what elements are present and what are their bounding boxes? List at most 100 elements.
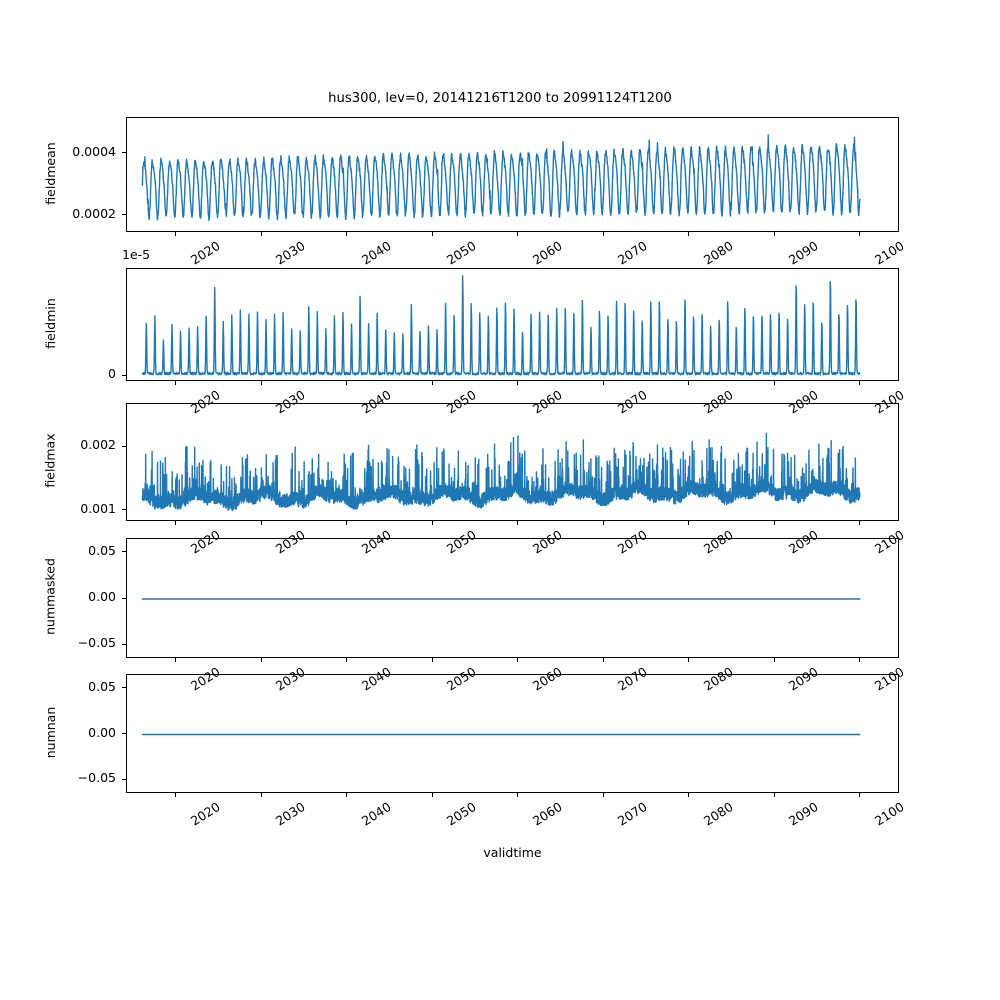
y-tickmark-numnan-1 [121, 733, 126, 735]
x-ticklabel-numnan-0: 2020 [187, 799, 223, 829]
x-tickmark-fieldmean-5 [602, 232, 604, 237]
y-tickmark-nummasked-1 [121, 597, 126, 599]
data-line-fieldmin [141, 275, 861, 376]
x-tickmark-fieldmin-1 [260, 381, 262, 386]
x-tickmark-fieldmax-5 [602, 521, 604, 526]
plot-panel-fieldmax [126, 403, 899, 521]
x-tickmark-fieldmean-1 [260, 232, 262, 237]
y-offset-text-fieldmin: 1e-5 [122, 247, 151, 262]
x-tickmark-fieldmean-8 [859, 232, 861, 237]
series-fieldmin [141, 275, 861, 376]
y-tickmark-fieldmax-0 [121, 509, 126, 511]
x-tickmark-fieldmin-8 [859, 381, 861, 386]
y-ticklabel-fieldmean-0: 0.0002 [72, 205, 116, 221]
x-ticklabel-numnan-5: 2070 [614, 799, 650, 829]
x-tickmark-nummasked-7 [773, 658, 775, 663]
y-tickmark-fieldmax-1 [121, 445, 126, 447]
y-ticklabel-numnan-1: 0.00 [88, 724, 116, 740]
x-tickmark-numnan-4 [517, 793, 519, 798]
x-ticklabel-numnan-6: 2080 [700, 799, 736, 829]
y-tickmark-fieldmean-0 [121, 214, 126, 216]
x-tickmark-nummasked-3 [431, 658, 433, 663]
y-ticklabel-fieldmax-1: 0.002 [80, 437, 116, 453]
x-tickmark-fieldmax-7 [773, 521, 775, 526]
x-tickmark-numnan-6 [688, 793, 690, 798]
x-tickmark-fieldmin-7 [773, 381, 775, 386]
x-ticklabel-fieldmean-1: 2030 [272, 238, 308, 268]
x-tickmark-numnan-3 [431, 793, 433, 798]
figure-title: hus300, lev=0, 20141216T1200 to 20991124… [328, 91, 672, 106]
x-ticklabel-numnan-8: 2100 [871, 799, 907, 829]
x-tickmark-fieldmin-6 [688, 381, 690, 386]
y-axis-label-fieldmin: fieldmin [42, 297, 58, 349]
plot-panel-nummasked [126, 538, 899, 658]
x-tickmark-fieldmin-4 [517, 381, 519, 386]
series-numnan [141, 733, 861, 736]
x-ticklabel-fieldmean-7: 2090 [785, 238, 821, 268]
y-tickmark-numnan-2 [121, 687, 126, 689]
x-tickmark-fieldmax-8 [859, 521, 861, 526]
y-tickmark-fieldmean-1 [121, 152, 126, 154]
series-nummasked [141, 598, 861, 600]
x-ticklabel-fieldmean-0: 2020 [187, 238, 223, 268]
y-ticklabel-fieldmax-0: 0.001 [80, 500, 116, 516]
x-tickmark-fieldmean-3 [431, 232, 433, 237]
x-ticklabel-fieldmean-8: 2100 [871, 238, 907, 268]
x-tickmark-numnan-5 [602, 793, 604, 798]
x-ticklabel-fieldmean-2: 2040 [358, 238, 394, 268]
series-fieldmean [141, 134, 861, 222]
x-tickmark-nummasked-4 [517, 658, 519, 663]
y-tickmark-nummasked-0 [121, 643, 126, 645]
series-fieldmax [141, 432, 861, 512]
x-tickmark-nummasked-1 [260, 658, 262, 663]
y-ticklabel-numnan-2: 0.05 [88, 678, 116, 694]
y-ticklabel-fieldmean-1: 0.0004 [72, 143, 116, 159]
x-tickmark-numnan-7 [773, 793, 775, 798]
y-ticklabel-nummasked-0: −0.05 [77, 635, 116, 651]
x-tickmark-fieldmin-2 [346, 381, 348, 386]
x-tickmark-nummasked-5 [602, 658, 604, 663]
x-ticklabel-fieldmean-6: 2080 [700, 238, 736, 268]
x-tickmark-fieldmean-4 [517, 232, 519, 237]
data-line-fieldmax [141, 432, 861, 512]
x-ticklabel-fieldmean-4: 2060 [529, 238, 565, 268]
y-tickmark-numnan-0 [121, 778, 126, 780]
y-ticklabel-nummasked-2: 0.05 [88, 542, 116, 558]
x-tickmark-fieldmax-3 [431, 521, 433, 526]
x-tickmark-fieldmin-3 [431, 381, 433, 386]
x-ticklabel-numnan-4: 2060 [529, 799, 565, 829]
plot-panel-fieldmean [126, 117, 899, 232]
x-tickmark-fieldmean-6 [688, 232, 690, 237]
data-line-fieldmean [141, 134, 861, 222]
x-ticklabel-numnan-1: 2030 [272, 799, 308, 829]
x-ticklabel-numnan-7: 2090 [785, 799, 821, 829]
y-tickmark-fieldmin-0 [121, 374, 126, 376]
x-tickmark-nummasked-0 [175, 658, 177, 663]
x-ticklabel-fieldmean-3: 2050 [443, 238, 479, 268]
y-ticklabel-numnan-0: −0.05 [77, 770, 116, 786]
x-tickmark-fieldmean-2 [346, 232, 348, 237]
x-tickmark-fieldmax-2 [346, 521, 348, 526]
y-ticklabel-nummasked-1: 0.00 [88, 589, 116, 604]
x-tickmark-nummasked-8 [859, 658, 861, 663]
x-tickmark-fieldmean-7 [773, 232, 775, 237]
x-tickmark-fieldmax-6 [688, 521, 690, 526]
x-tickmark-fieldmax-1 [260, 521, 262, 526]
plot-panel-numnan [126, 674, 899, 793]
x-tickmark-numnan-0 [175, 793, 177, 798]
x-tickmark-fieldmin-5 [602, 381, 604, 386]
x-ticklabel-fieldmean-5: 2070 [614, 238, 650, 268]
x-ticklabel-numnan-3: 2050 [443, 799, 479, 829]
x-tickmark-nummasked-2 [346, 658, 348, 663]
x-tickmark-nummasked-6 [688, 658, 690, 663]
x-tickmark-fieldmin-0 [175, 381, 177, 386]
x-tickmark-fieldmean-0 [175, 232, 177, 237]
plot-panel-fieldmin [126, 268, 899, 381]
x-tickmark-fieldmax-4 [517, 521, 519, 526]
x-tickmark-numnan-8 [859, 793, 861, 798]
x-ticklabel-numnan-2: 2040 [358, 799, 394, 829]
x-tickmark-fieldmax-0 [175, 521, 177, 526]
x-tickmark-numnan-2 [346, 793, 348, 798]
x-tickmark-numnan-1 [260, 793, 262, 798]
